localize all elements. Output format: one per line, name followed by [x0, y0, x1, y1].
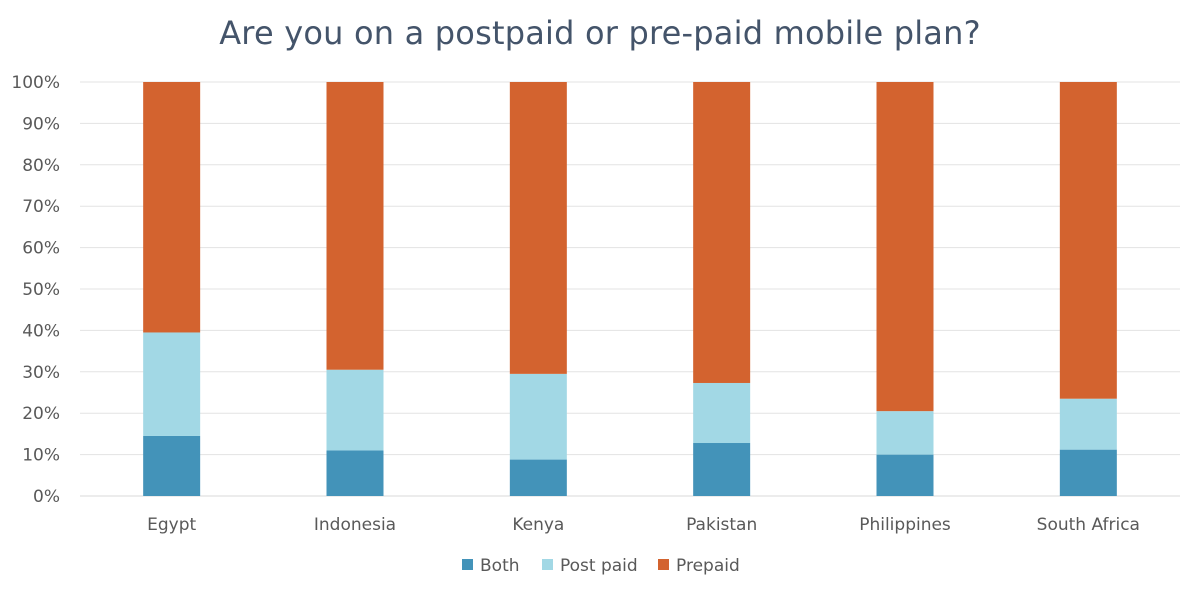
bar-segment-post-paid [143, 332, 201, 436]
bar-segment-post-paid [509, 373, 567, 460]
x-tick-label: Indonesia [314, 515, 396, 535]
x-tick-label: Philippines [859, 515, 951, 535]
chart-title: Are you on a postpaid or pre-paid mobile… [219, 14, 981, 52]
legend: Both Post paid Prepaid [462, 556, 740, 576]
bar-segment-both [143, 435, 201, 496]
bar-segment-post-paid [876, 411, 934, 455]
y-axis: 0% 10% 20% 30% 40% 50% 60% 70% 80% 90% 100% [11, 73, 60, 507]
legend-label: Post paid [560, 556, 638, 576]
bars [143, 82, 1117, 496]
x-axis: Egypt Indonesia Kenya Pakistan Philippines So… [147, 515, 1140, 535]
bar-segment-both [1059, 449, 1117, 496]
x-tick-label: Kenya [512, 515, 564, 535]
bar-segment-prepaid [143, 82, 201, 333]
legend-swatch [658, 559, 669, 570]
gridlines [80, 81, 1180, 497]
y-tick-label: 90% [22, 114, 60, 134]
y-tick-label: 40% [22, 321, 60, 341]
x-tick-label: Egypt [147, 515, 196, 535]
x-tick-label: Pakistan [686, 515, 757, 535]
y-tick-label: 0% [33, 487, 60, 507]
y-tick-label: 30% [22, 363, 60, 383]
y-tick-label: 50% [22, 280, 60, 300]
y-tick-label: 10% [22, 446, 60, 466]
y-tick-label: 80% [22, 156, 60, 176]
legend-swatch [462, 559, 473, 570]
bar-segment-prepaid [876, 82, 934, 412]
bar-segment-prepaid [693, 82, 751, 383]
bar-segment-both [326, 450, 384, 496]
bar-segment-both [876, 454, 934, 496]
y-tick-label: 70% [22, 197, 60, 217]
bar-segment-post-paid [326, 369, 384, 451]
y-tick-label: 100% [11, 73, 60, 93]
y-tick-label: 20% [22, 404, 60, 424]
bar-segment-both [509, 459, 567, 496]
legend-label: Prepaid [676, 556, 740, 576]
x-tick-label: South Africa [1037, 515, 1140, 535]
bar-segment-post-paid [1059, 398, 1117, 450]
bar-segment-prepaid [1059, 82, 1117, 399]
y-tick-label: 60% [22, 239, 60, 259]
bar-segment-post-paid [693, 382, 751, 444]
bar-segment-both [693, 443, 751, 496]
bar-segment-prepaid [326, 82, 384, 370]
bar-segment-prepaid [509, 82, 567, 374]
legend-label: Both [480, 556, 520, 576]
legend-swatch [542, 559, 553, 570]
